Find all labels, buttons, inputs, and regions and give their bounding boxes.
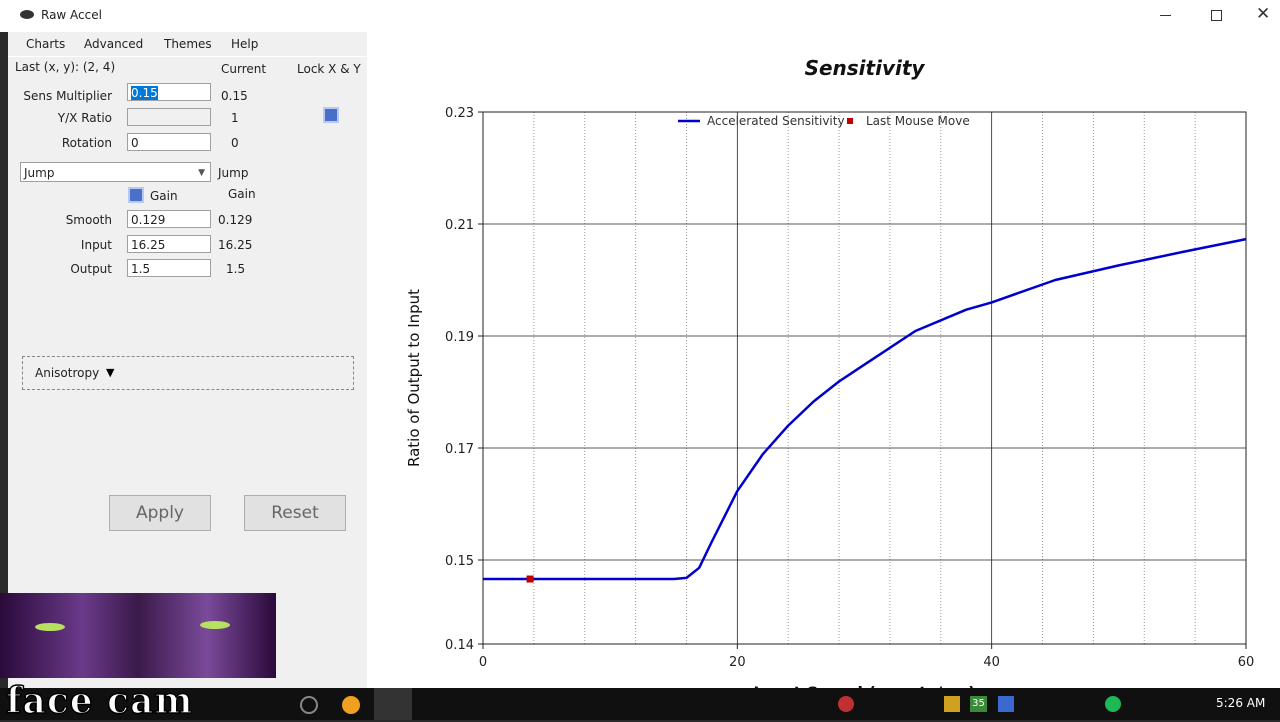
current-value: 16.25	[218, 238, 253, 252]
current-value: 0.129	[218, 213, 253, 227]
y-axis-label: Ratio of Output to Input	[405, 289, 423, 467]
settings-panel: Charts Advanced Themes Help Last (x, y):…	[8, 32, 367, 688]
current-value: 1.5	[226, 262, 246, 276]
chart: Sensitivity 0.14 0.15 0.17 0.19 0.21 0.23 0 20 40…	[405, 56, 1255, 702]
current-value: Gain	[228, 187, 256, 201]
taskbar-icon[interactable]	[300, 696, 318, 714]
y-tick-label: 0.17	[445, 442, 474, 457]
legend-swatch	[847, 118, 853, 124]
y-tick-label: 0.21	[445, 218, 474, 233]
lock-header: Lock X & Y	[297, 62, 361, 76]
y-tick-label: 0.15	[445, 554, 474, 569]
plot-area	[483, 112, 1246, 644]
tray-icon[interactable]	[1105, 696, 1121, 712]
expand-arrow: ▼	[106, 366, 115, 379]
mode-dropdown[interactable]: Jump ▼	[20, 162, 211, 182]
menu-separator	[8, 56, 367, 57]
text-input[interactable]: 16.25	[127, 235, 211, 253]
y-tick-label: 0.14	[445, 638, 474, 653]
x-tick-label: 40	[983, 655, 1000, 670]
legend-label: Last Mouse Move	[866, 114, 970, 128]
y-tick-label: 0.23	[445, 106, 474, 121]
x-tick-label: 20	[729, 655, 746, 670]
current-value: Jump	[218, 166, 249, 180]
legend-label: Accelerated Sensitivity	[707, 114, 845, 128]
tray-icon[interactable]	[998, 696, 1014, 712]
title-bar: Raw Accel ✕	[0, 0, 1280, 32]
clock: 5:26 AM	[1216, 696, 1266, 710]
series-line	[483, 237, 1247, 581]
x-tick-label: 60	[1238, 655, 1255, 670]
field-label: Y/X Ratio	[57, 111, 112, 125]
y-tick-label: 0.19	[445, 330, 474, 345]
menu-item[interactable]: Advanced	[84, 37, 144, 51]
close[interactable]: ✕	[1256, 4, 1271, 24]
taskbar-icon[interactable]	[342, 696, 360, 714]
text-input[interactable]: 1.5	[127, 259, 211, 277]
field-label: Smooth	[65, 213, 112, 227]
maximize[interactable]	[1211, 10, 1222, 21]
reset-button[interactable]: Reset	[244, 495, 346, 531]
taskbar: 35 5:26 AM	[0, 688, 1280, 720]
text-input[interactable]: 0.15	[127, 83, 211, 101]
checkbox-label: Gain	[150, 189, 178, 203]
field-label: Output	[70, 262, 112, 276]
apply-button[interactable]: Apply	[109, 495, 211, 531]
webcam-overlay	[0, 593, 276, 678]
dropdown-arrow: ▼	[198, 168, 205, 178]
point-marker	[526, 575, 534, 583]
lock-checkbox[interactable]	[323, 107, 339, 123]
tray-icon[interactable]	[838, 696, 854, 712]
eye	[200, 621, 230, 629]
chart-title: Sensitivity	[805, 56, 926, 80]
text-input-disabled	[127, 108, 211, 126]
text-input[interactable]: 0.129	[127, 210, 211, 228]
menu-item[interactable]: Help	[231, 37, 259, 51]
app-icon	[20, 10, 34, 19]
anisotropy-label: Anisotropy	[35, 366, 100, 380]
current-value: 1	[231, 111, 239, 125]
gain-checkbox[interactable]	[128, 187, 144, 203]
current-header: Current	[221, 62, 267, 76]
eye	[35, 623, 65, 631]
current-value: 0.15	[221, 89, 248, 103]
x-tick-label: 0	[479, 655, 487, 670]
text-input[interactable]: 0	[127, 133, 211, 151]
input-value: 0.15	[131, 86, 158, 100]
tray-badge[interactable]: 35	[970, 696, 987, 712]
taskbar-active-app[interactable]	[374, 688, 412, 720]
menu-item[interactable]: Charts	[26, 37, 66, 51]
field-label: Sens Multiplier	[23, 89, 112, 103]
current-value: 0	[231, 136, 239, 150]
minimize[interactable]	[1160, 15, 1171, 16]
anisotropy-panel[interactable]: Anisotropy ▼	[22, 356, 354, 390]
last-move: Last (x, y): (2, 4)	[15, 60, 116, 74]
overlay-caption: face cam	[5, 679, 194, 722]
field-label: Input	[80, 238, 112, 252]
field-label: Rotation	[61, 136, 112, 150]
dropdown-value: Jump	[24, 166, 55, 180]
tray-icon[interactable]	[944, 696, 960, 712]
menu-item[interactable]: Themes	[164, 37, 212, 51]
plot-border	[482, 111, 1247, 645]
window-title: Raw Accel	[41, 8, 102, 22]
